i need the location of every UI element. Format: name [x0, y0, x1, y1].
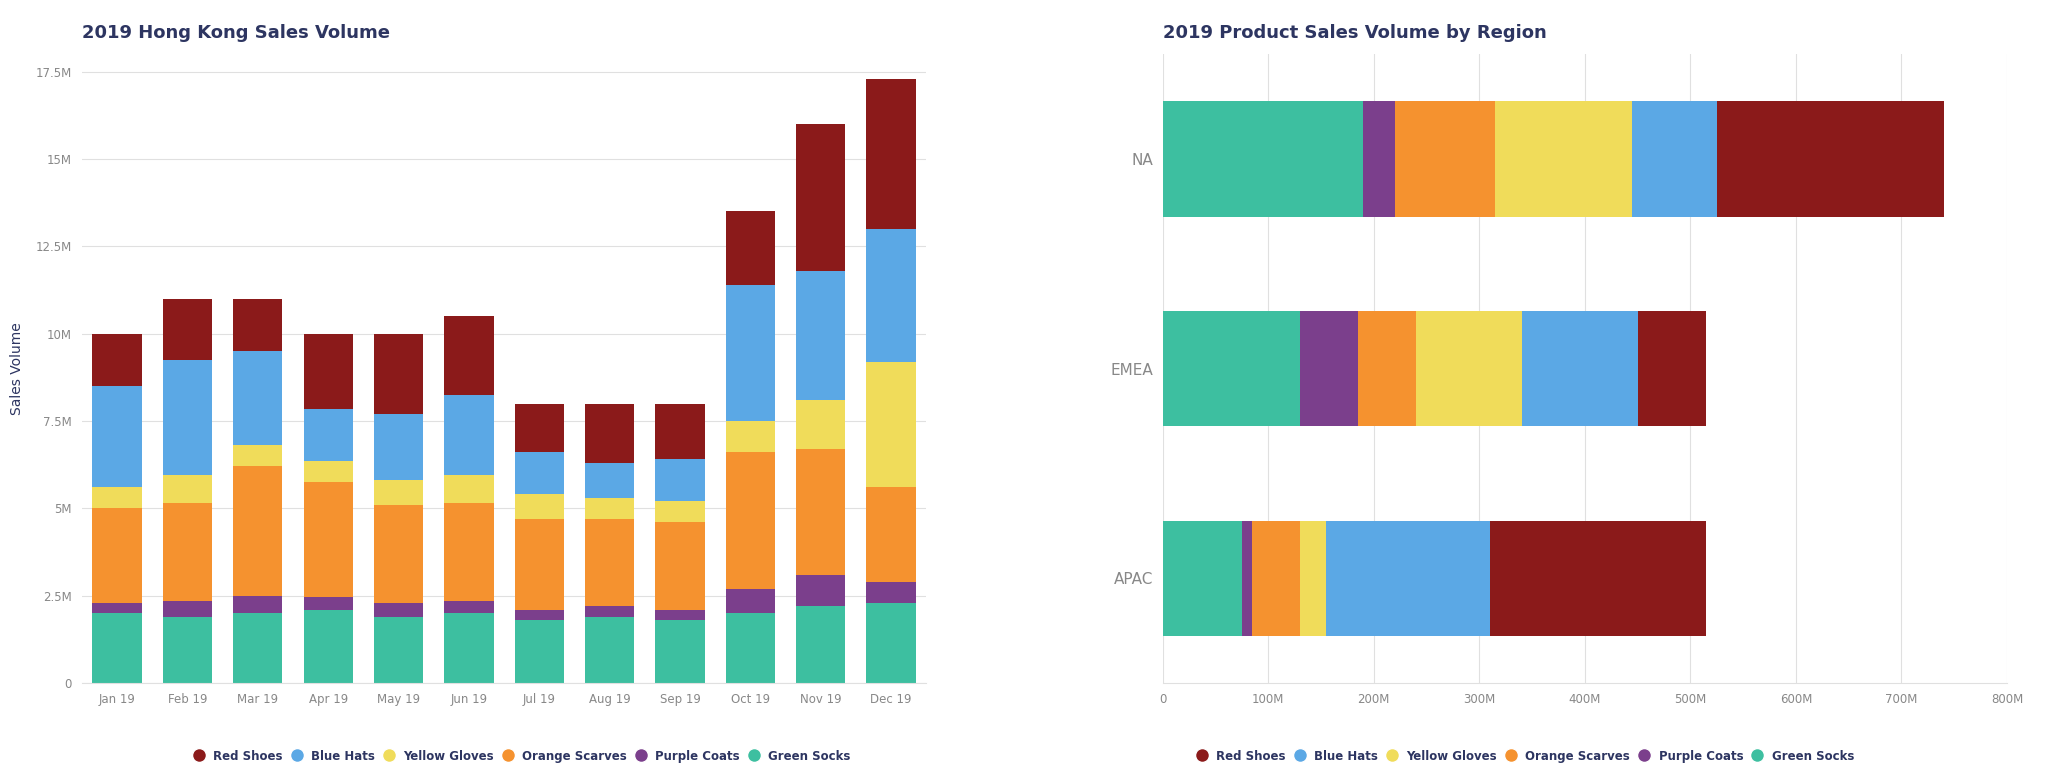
Bar: [1638, 311, 1706, 426]
Bar: [1300, 311, 1358, 426]
Bar: [797, 449, 846, 574]
Bar: [303, 598, 352, 610]
Bar: [444, 613, 494, 683]
Bar: [375, 602, 424, 616]
Bar: [514, 494, 563, 518]
Bar: [303, 482, 352, 598]
Bar: [797, 271, 846, 400]
Bar: [1495, 102, 1632, 217]
Bar: [586, 518, 635, 606]
Bar: [444, 395, 494, 475]
Bar: [233, 445, 283, 466]
Bar: [1163, 102, 1364, 217]
Bar: [303, 334, 352, 409]
Bar: [164, 360, 213, 475]
Legend: Red Shoes, Blue Hats, Yellow Gloves, Orange Scarves, Purple Coats, Green Socks: Red Shoes, Blue Hats, Yellow Gloves, Ora…: [190, 747, 854, 766]
Bar: [586, 498, 635, 518]
Bar: [444, 503, 494, 601]
Bar: [725, 452, 774, 588]
Bar: [164, 503, 213, 601]
Bar: [164, 601, 213, 616]
Bar: [164, 475, 213, 503]
Bar: [1300, 521, 1327, 636]
Bar: [514, 610, 563, 620]
Bar: [164, 616, 213, 683]
Bar: [1327, 521, 1489, 636]
Bar: [375, 616, 424, 683]
Bar: [1163, 311, 1300, 426]
Bar: [866, 487, 915, 582]
Bar: [866, 362, 915, 487]
Bar: [233, 351, 283, 445]
Bar: [725, 588, 774, 613]
Bar: [303, 461, 352, 482]
Bar: [514, 404, 563, 452]
Bar: [514, 452, 563, 494]
Bar: [797, 400, 846, 449]
Bar: [1489, 521, 1706, 636]
Bar: [92, 508, 141, 602]
Bar: [586, 606, 635, 616]
Bar: [866, 582, 915, 602]
Bar: [1716, 102, 1944, 217]
Bar: [303, 610, 352, 683]
Y-axis label: Sales Volume: Sales Volume: [10, 322, 25, 415]
Bar: [92, 613, 141, 683]
Bar: [1358, 311, 1415, 426]
Bar: [1241, 521, 1253, 636]
Bar: [1632, 102, 1716, 217]
Bar: [655, 522, 705, 610]
Bar: [655, 404, 705, 459]
Legend: Red Shoes, Blue Hats, Yellow Gloves, Orange Scarves, Purple Coats, Green Socks: Red Shoes, Blue Hats, Yellow Gloves, Ora…: [1194, 747, 1858, 766]
Bar: [233, 613, 283, 683]
Bar: [233, 466, 283, 596]
Bar: [92, 602, 141, 613]
Bar: [375, 414, 424, 480]
Bar: [92, 334, 141, 386]
Bar: [797, 606, 846, 683]
Bar: [725, 421, 774, 452]
Bar: [303, 409, 352, 461]
Bar: [1522, 311, 1638, 426]
Bar: [164, 299, 213, 360]
Bar: [866, 229, 915, 362]
Bar: [725, 211, 774, 285]
Bar: [233, 596, 283, 613]
Bar: [92, 386, 141, 487]
Bar: [586, 462, 635, 498]
Bar: [444, 475, 494, 503]
Bar: [375, 480, 424, 505]
Text: 2019 Hong Kong Sales Volume: 2019 Hong Kong Sales Volume: [82, 23, 389, 42]
Bar: [444, 601, 494, 613]
Bar: [514, 620, 563, 683]
Bar: [655, 459, 705, 501]
Bar: [375, 505, 424, 602]
Bar: [1364, 102, 1395, 217]
Bar: [725, 285, 774, 421]
Bar: [586, 616, 635, 683]
Bar: [655, 501, 705, 522]
Bar: [866, 78, 915, 229]
Bar: [725, 613, 774, 683]
Bar: [92, 487, 141, 508]
Bar: [514, 518, 563, 610]
Bar: [1163, 521, 1241, 636]
Bar: [444, 317, 494, 395]
Bar: [655, 620, 705, 683]
Bar: [233, 299, 283, 351]
Bar: [1395, 102, 1495, 217]
Bar: [655, 610, 705, 620]
Bar: [1415, 311, 1522, 426]
Bar: [866, 602, 915, 683]
Bar: [797, 574, 846, 606]
Bar: [586, 404, 635, 462]
Bar: [375, 334, 424, 414]
Text: 2019 Product Sales Volume by Region: 2019 Product Sales Volume by Region: [1163, 23, 1546, 42]
Bar: [797, 124, 846, 271]
Bar: [1253, 521, 1300, 636]
